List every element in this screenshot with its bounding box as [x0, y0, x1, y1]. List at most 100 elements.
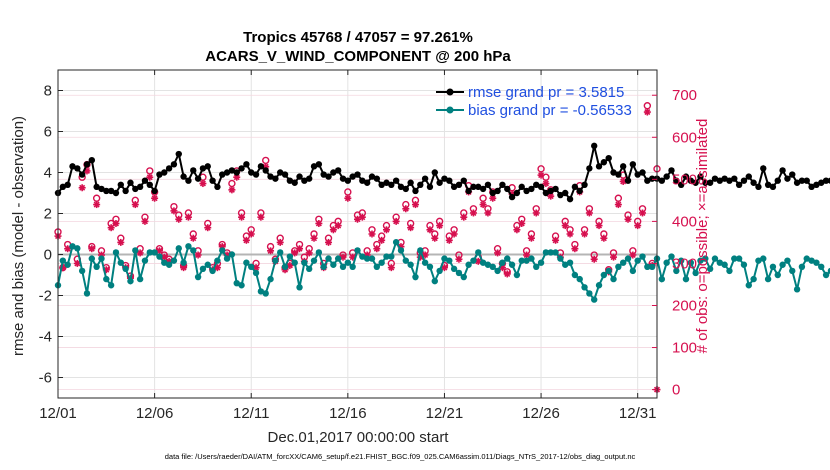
rmse-point — [209, 177, 216, 184]
rmse-point — [784, 175, 791, 182]
obs-assimilated-marker — [600, 234, 608, 242]
rmse-point — [127, 179, 134, 186]
rmse-point — [460, 177, 467, 184]
obs-possible-marker — [479, 194, 487, 202]
rmse-point — [774, 177, 781, 184]
bias-point — [363, 255, 371, 262]
bias-point — [716, 259, 723, 266]
rmse-point — [132, 185, 139, 193]
bias-point — [557, 255, 564, 262]
rmse-point — [296, 173, 303, 180]
rmse-point — [69, 163, 76, 170]
bias-point — [315, 249, 323, 256]
bias-point — [248, 263, 255, 270]
obs-assimilated-marker — [590, 255, 598, 263]
bias-point — [368, 255, 376, 262]
legend-label: rmse grand pr = 3.5815 — [468, 84, 624, 101]
bias-point — [93, 263, 100, 270]
obs-assimilated-stroke — [146, 174, 153, 181]
rmse-point — [764, 181, 772, 188]
rmse-point — [78, 171, 86, 178]
rmse-point — [151, 187, 158, 195]
obs-assimilated-marker — [561, 222, 569, 230]
rmse-point — [117, 181, 124, 188]
bias-point — [330, 261, 337, 268]
rmse-point — [417, 181, 424, 188]
obs-assimilated-marker — [552, 236, 560, 244]
obs-assimilated-stroke — [475, 258, 482, 265]
chart-title-line1: Tropics 45768 / 47057 = 97.261% — [243, 29, 473, 46]
x-tick-label: 12/16 — [329, 405, 367, 422]
bias-point — [697, 257, 704, 264]
bias-point — [533, 263, 540, 270]
obs-assimilated-stroke — [238, 214, 245, 221]
obs-assimilated-marker — [257, 213, 265, 221]
rmse-point — [330, 169, 337, 176]
obs-assimilated-stroke — [596, 222, 603, 229]
bias-point — [286, 253, 294, 260]
bias-point — [499, 259, 506, 266]
obs-assimilated-stroke — [175, 216, 182, 223]
bias-point — [460, 273, 467, 281]
rmse-point — [204, 163, 211, 170]
bias-point — [257, 288, 265, 295]
bias-point — [523, 257, 530, 264]
bias-point — [547, 249, 554, 256]
bias-point — [98, 255, 105, 262]
rmse-point — [431, 169, 438, 176]
bias-point — [88, 255, 96, 262]
obs-assimilated-marker — [431, 234, 439, 242]
obs-assimilated-marker — [629, 251, 637, 259]
obs-assimilated-stroke — [74, 260, 81, 267]
obs-assimilated-marker — [334, 222, 342, 230]
obs-assimilated-stroke — [93, 201, 100, 208]
obs-assimilated-marker — [184, 213, 192, 221]
y-left-tick-label: -2 — [39, 288, 52, 305]
obs-possible-marker — [262, 156, 270, 165]
plot-frame — [57, 69, 658, 399]
bias-point — [296, 284, 303, 291]
obs-assimilated-marker — [440, 264, 448, 272]
obs-assimilated-marker — [146, 173, 154, 181]
bias-point — [542, 249, 550, 256]
rmse-point — [682, 173, 690, 180]
bias-point — [793, 286, 801, 293]
bias-point — [417, 247, 424, 254]
bias-point — [644, 263, 651, 270]
rmse-point — [537, 183, 545, 191]
rmse-point — [397, 183, 405, 191]
obs-assimilated-stroke — [393, 218, 400, 225]
bias-point — [518, 257, 525, 264]
obs-assimilated-stroke — [378, 237, 385, 244]
bias-point — [489, 263, 496, 270]
bias-point — [552, 249, 559, 256]
obs-assimilated-marker — [238, 213, 246, 221]
obs-assimilated-stroke — [228, 186, 235, 193]
obs-assimilated-marker — [88, 245, 96, 253]
obs-assimilated-marker — [228, 186, 236, 194]
y-right-tick-label: 200 — [672, 297, 697, 314]
bias-point — [185, 243, 192, 250]
obs-assimilated-stroke — [538, 172, 545, 179]
bias-point — [359, 253, 366, 260]
bias-point — [504, 255, 511, 262]
bias-point — [808, 257, 815, 264]
bias-point — [103, 275, 110, 283]
rmse-point — [789, 171, 796, 178]
obs-assimilated-stroke — [571, 245, 578, 252]
rmse-points — [54, 142, 830, 203]
bias-point — [334, 255, 342, 262]
bias-point — [726, 267, 733, 275]
y-left-tick-label: -4 — [39, 329, 52, 346]
rmse-point — [499, 181, 506, 188]
obs-assimilated-stroke — [494, 249, 501, 256]
rmse-point — [528, 185, 535, 193]
bias-point — [774, 271, 781, 279]
rmse-point — [576, 187, 583, 195]
bias-point — [219, 247, 226, 254]
rmse-point — [243, 161, 250, 168]
obs-assimilated-stroke — [214, 264, 221, 271]
obs-assimilated-stroke — [484, 209, 491, 216]
rmse-point — [673, 177, 680, 184]
